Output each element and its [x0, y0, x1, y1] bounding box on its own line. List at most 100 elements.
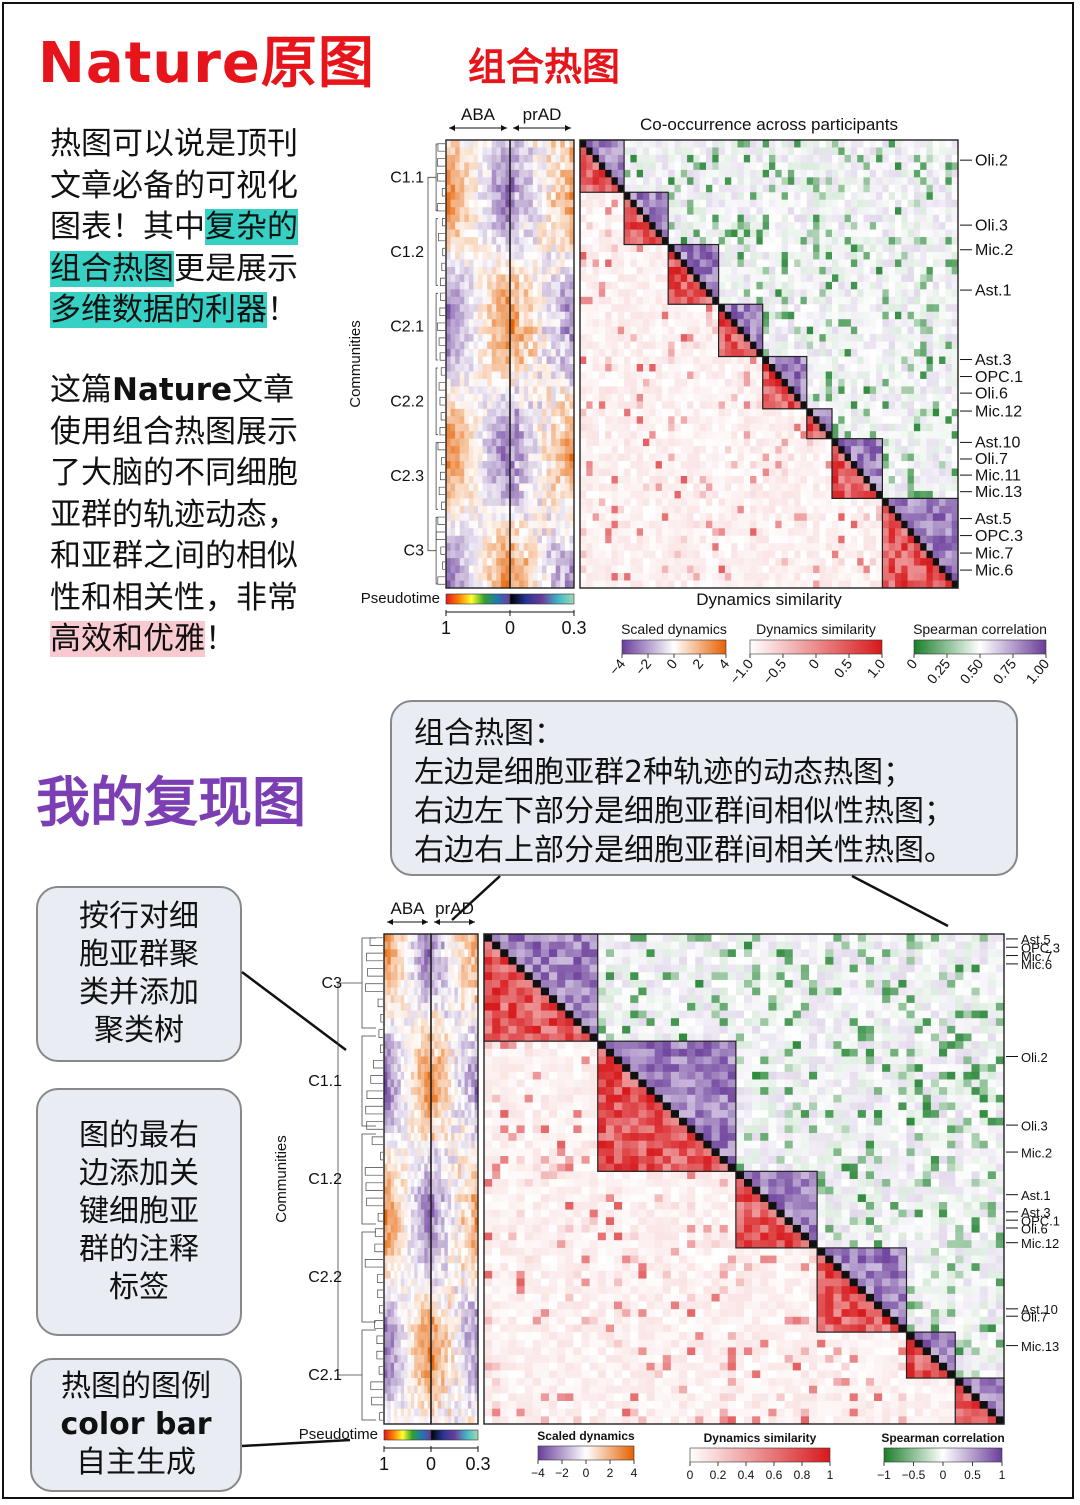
dynamics-cell	[459, 162, 465, 171]
heatmap-cell	[712, 528, 719, 537]
heatmap-cell	[605, 431, 612, 439]
heatmap-cell	[636, 386, 644, 395]
heatmap-cell	[844, 252, 852, 260]
dynamics-cell	[500, 550, 506, 559]
dynamics-cell	[500, 528, 506, 537]
dynamics-cell	[564, 573, 570, 581]
heatmap-cell	[907, 326, 915, 335]
heatmap-cell	[674, 222, 682, 230]
heatmap-cell	[668, 199, 675, 208]
heatmap-cell	[787, 259, 795, 268]
dynamics-cell	[542, 446, 547, 454]
heatmap-cell	[756, 490, 763, 499]
heatmap-cell	[693, 147, 700, 156]
heatmap-cell	[592, 520, 600, 529]
heatmap-cell	[718, 162, 726, 171]
dynamics-cell	[528, 535, 534, 544]
heatmap-cell	[901, 364, 908, 372]
heatmap-cell	[617, 169, 625, 178]
dynamics-cell	[468, 498, 474, 507]
dynamics-cell	[514, 505, 520, 514]
dynamics-cell	[510, 259, 515, 268]
heatmap-cell	[668, 192, 675, 201]
dynamics-cell	[459, 408, 465, 417]
dynamics-cell	[532, 341, 538, 350]
dynamics-cell	[564, 423, 570, 432]
heatmap-cell	[737, 207, 745, 215]
heatmap-cell	[863, 214, 871, 223]
dynamics-cell	[505, 468, 511, 477]
heatmap-cell	[838, 311, 845, 320]
heatmap-cell	[750, 281, 757, 290]
dynamics-cell	[455, 214, 461, 223]
heatmap-cell	[869, 378, 877, 387]
heatmap-cell	[850, 378, 858, 387]
heatmap-cell	[775, 490, 782, 499]
heatmap-cell	[888, 244, 896, 253]
heatmap-cell	[687, 341, 694, 350]
heatmap-cell	[819, 364, 826, 372]
dynamics-cell	[564, 244, 570, 253]
heatmap-cell	[624, 199, 631, 208]
heatmap-cell	[876, 513, 883, 522]
heatmap-cell	[680, 154, 688, 163]
heatmap-cell	[661, 349, 669, 357]
heatmap-cell	[636, 371, 644, 380]
dynamics-cell	[514, 356, 520, 365]
heatmap-cell	[655, 177, 663, 186]
heatmap-cell	[687, 237, 694, 245]
dynamics-cell	[523, 214, 529, 223]
heatmap-cell	[863, 408, 871, 417]
heatmap-cell	[850, 207, 858, 215]
dynamics-cell	[528, 461, 534, 469]
dynamics-cell	[505, 505, 511, 514]
heatmap-cell	[920, 147, 927, 156]
heatmap-cell	[580, 199, 587, 208]
dynamics-cell	[532, 140, 538, 148]
heatmap-cell	[661, 207, 669, 215]
dynamics-cell	[464, 192, 470, 201]
heatmap-cell	[939, 319, 946, 327]
heatmap-cell	[699, 311, 707, 320]
heatmap-cell	[630, 483, 637, 492]
heatmap-cell	[907, 229, 915, 238]
heatmap-cell	[901, 326, 908, 335]
heatmap-cell	[832, 423, 839, 432]
heatmap-cell	[863, 371, 871, 380]
dynamics-cell	[514, 184, 520, 193]
heatmap-cell	[939, 154, 946, 163]
dynamics-cell	[569, 513, 575, 522]
heatmap-cell	[781, 252, 789, 260]
heatmap-cell	[743, 393, 751, 402]
dynamics-cell	[455, 229, 461, 238]
dynamics-cell	[468, 341, 474, 350]
dynamics-cell	[505, 513, 511, 522]
heatmap-cell	[756, 513, 763, 522]
heatmap-cell	[857, 401, 864, 410]
dynamics-cell	[546, 565, 552, 574]
heatmap-cell	[838, 296, 845, 305]
heatmap-cell	[706, 431, 713, 439]
heatmap-cell	[813, 319, 820, 327]
heatmap-cell	[825, 154, 833, 163]
heatmap-cell	[838, 162, 845, 171]
dynamics-cell	[446, 266, 451, 275]
dynamics-cell	[546, 207, 552, 215]
heatmap-cell	[661, 289, 669, 298]
heatmap-cell	[605, 214, 612, 223]
heatmap-cell	[737, 423, 745, 432]
heatmap-cell	[636, 140, 644, 148]
heatmap-cell	[913, 349, 921, 357]
heatmap-cell	[844, 431, 852, 439]
dynamics-cell	[473, 498, 479, 507]
dynamics-cell	[546, 401, 552, 410]
heatmap-cell	[850, 311, 858, 320]
heatmap-cell	[932, 319, 940, 327]
heatmap-cell	[800, 446, 808, 454]
heatmap-cell	[882, 169, 889, 178]
dynamics-cell	[473, 558, 479, 566]
heatmap-cell	[951, 528, 959, 537]
heatmap-cell	[706, 490, 713, 499]
dynamics-cell	[514, 154, 520, 163]
heatmap-cell	[731, 356, 738, 365]
